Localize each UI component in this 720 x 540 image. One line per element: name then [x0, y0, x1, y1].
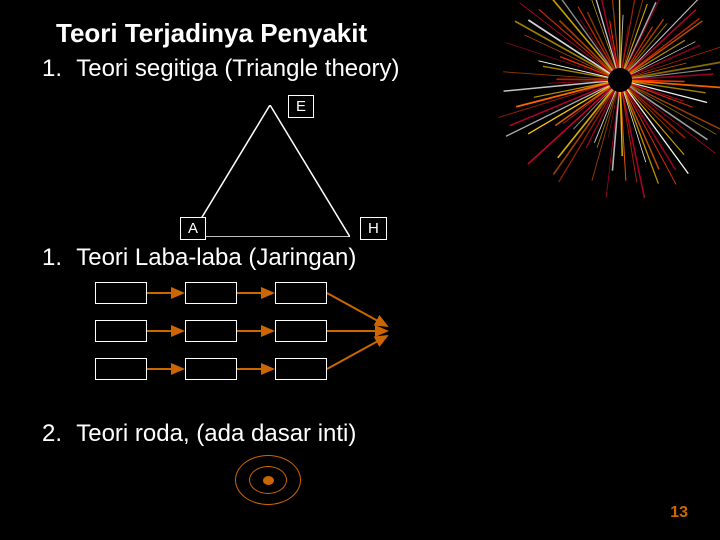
- web-node: [95, 320, 147, 342]
- item-text: Teori Laba-laba (Jaringan): [76, 244, 356, 271]
- wheel-core: [263, 476, 274, 485]
- fireworks-decoration: [470, 0, 720, 210]
- theory-item-2: 1. Teori Laba-laba (Jaringan): [42, 244, 356, 272]
- item-number: 1.: [42, 244, 70, 272]
- page-number: 13: [670, 504, 688, 522]
- web-node: [95, 358, 147, 380]
- triangle-shape: [190, 105, 350, 237]
- web-node: [275, 358, 327, 380]
- triangle-label-h: H: [360, 217, 387, 240]
- web-node: [185, 358, 237, 380]
- triangle-diagram: E A H: [160, 95, 380, 245]
- web-node: [95, 282, 147, 304]
- theory-item-1: 1. Teori segitiga (Triangle theory): [42, 55, 399, 83]
- wheel-diagram: [235, 455, 305, 515]
- web-node: [185, 320, 237, 342]
- web-node: [275, 282, 327, 304]
- slide-title: Teori Terjadinya Penyakit: [56, 18, 367, 49]
- item-number: 1.: [42, 55, 70, 83]
- item-text: Teori segitiga (Triangle theory): [76, 55, 399, 82]
- web-node: [275, 320, 327, 342]
- web-diagram: [95, 282, 435, 387]
- theory-item-3: 2. Teori roda, (ada dasar inti): [42, 420, 356, 448]
- item-text: Teori roda, (ada dasar inti): [76, 420, 356, 447]
- triangle-label-e: E: [288, 95, 314, 118]
- web-node: [185, 282, 237, 304]
- triangle-label-a: A: [180, 217, 206, 240]
- item-number: 2.: [42, 420, 70, 448]
